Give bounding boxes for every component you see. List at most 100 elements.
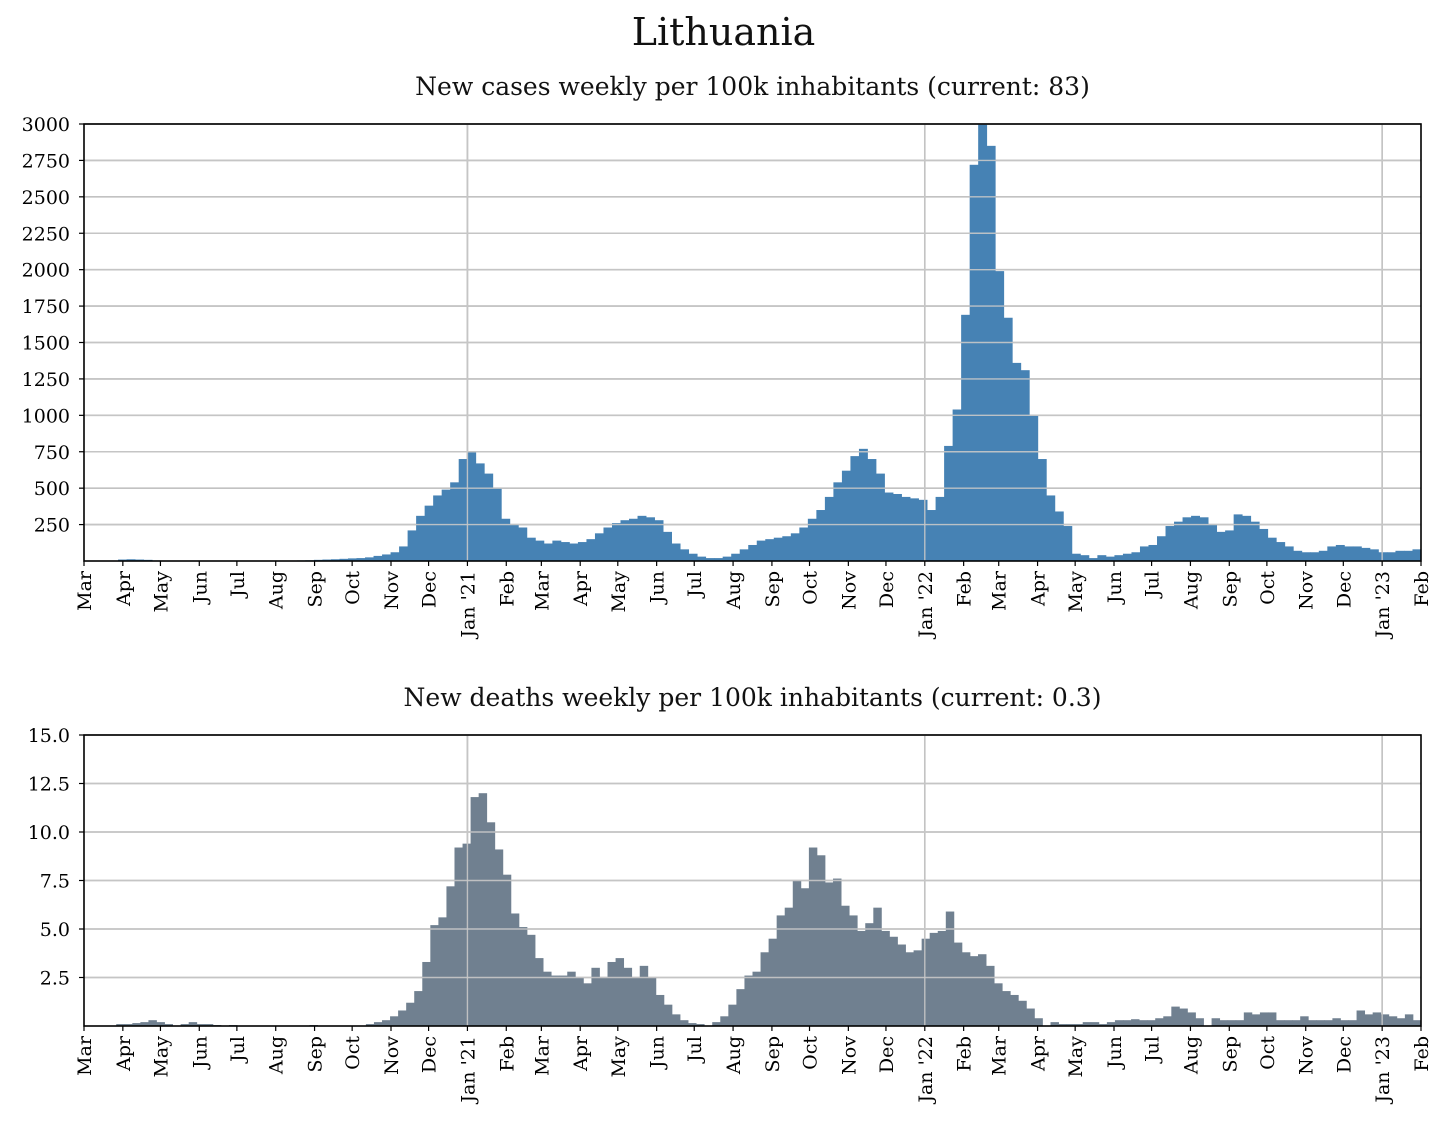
cases-ytick-label: 2750 bbox=[22, 150, 70, 172]
deaths-bar bbox=[816, 855, 826, 1026]
deaths-bar bbox=[1284, 1020, 1293, 1026]
cases-bar bbox=[1301, 552, 1311, 561]
cases-xtick-label: Jul bbox=[684, 571, 706, 599]
deaths-bar bbox=[1276, 1020, 1285, 1026]
deaths-bar bbox=[1404, 1014, 1414, 1026]
deaths-bar bbox=[180, 1024, 190, 1026]
deaths-bar bbox=[631, 977, 641, 1026]
deaths-bar bbox=[196, 1024, 206, 1026]
cases-ytick-label: 2250 bbox=[22, 223, 70, 245]
cases-bar bbox=[1046, 495, 1056, 561]
cases-xtick-label: Apr bbox=[1028, 570, 1050, 607]
cases-bar bbox=[458, 459, 468, 561]
deaths-bar bbox=[1348, 1020, 1357, 1026]
cases-bar bbox=[629, 518, 638, 561]
cases-chart: 250 500 750 1000 1250 1500 1750 2000 2250 2500 275… bbox=[22, 114, 1433, 640]
deaths-bar bbox=[1332, 1018, 1341, 1026]
cases-bar bbox=[1310, 552, 1320, 561]
cases-bar bbox=[1012, 362, 1022, 561]
deaths-bar bbox=[1219, 1020, 1229, 1026]
cases-bar bbox=[714, 558, 724, 561]
deaths-bar bbox=[841, 905, 850, 1026]
cases-bar bbox=[790, 533, 800, 561]
cases-bar bbox=[552, 540, 562, 561]
cases-bar bbox=[1335, 544, 1345, 561]
deaths-xtick-label: Oct bbox=[800, 1036, 822, 1070]
cases-bar bbox=[611, 523, 621, 561]
cases-bar bbox=[1403, 550, 1413, 561]
deaths-bar bbox=[398, 1010, 407, 1026]
deaths-xtick-label: Feb bbox=[954, 1036, 976, 1072]
cases-bar bbox=[526, 537, 536, 561]
deaths-xtick-label: Feb bbox=[496, 1036, 518, 1072]
deaths-bar bbox=[1034, 1018, 1043, 1026]
cases-ytick-label: 1500 bbox=[22, 333, 70, 355]
deaths-bar bbox=[1090, 1022, 1100, 1026]
deaths-bar bbox=[373, 1022, 383, 1026]
deaths-xtick-label: Aug bbox=[266, 1036, 288, 1075]
cases-bar bbox=[1352, 546, 1362, 561]
cases-bar bbox=[1386, 552, 1396, 561]
deaths-bar bbox=[913, 950, 923, 1026]
deaths-bar bbox=[1251, 1014, 1261, 1026]
deaths-xtick-label: Jul bbox=[227, 1036, 249, 1064]
deaths-bar bbox=[518, 927, 528, 1026]
deaths-bar bbox=[1380, 1014, 1390, 1026]
cases-bar bbox=[927, 510, 936, 561]
cases-bar bbox=[1054, 511, 1064, 561]
cases-bar bbox=[1267, 537, 1277, 561]
deaths-bar bbox=[680, 1020, 689, 1026]
cases-bar bbox=[373, 555, 383, 561]
cases-bar bbox=[663, 531, 672, 561]
cases-bar bbox=[1412, 549, 1422, 561]
deaths-bar bbox=[1316, 1020, 1325, 1026]
cases-xtick-label: Feb bbox=[954, 571, 976, 607]
cases-bar bbox=[646, 517, 655, 561]
cases-bar bbox=[569, 543, 579, 561]
cases-bar bbox=[382, 554, 391, 561]
cases-ytick-label: 1000 bbox=[22, 405, 70, 427]
cases-bar bbox=[399, 546, 409, 561]
deaths-xtick-label: Nov bbox=[1296, 1036, 1318, 1075]
cases-xtick-label: Oct bbox=[800, 571, 822, 605]
cases-bar bbox=[560, 542, 570, 561]
deaths-bar bbox=[1396, 1018, 1406, 1026]
cases-xtick-label: Nov bbox=[838, 571, 860, 610]
deaths-bar bbox=[470, 797, 480, 1026]
deaths-bar bbox=[583, 983, 592, 1026]
deaths-bar bbox=[164, 1024, 173, 1026]
cases-xtick-label: Jun bbox=[647, 571, 669, 605]
cases-bar bbox=[1139, 546, 1149, 561]
cases-bar bbox=[1174, 521, 1183, 561]
cases-bar bbox=[773, 537, 783, 561]
deaths-xtick-label: May bbox=[150, 1036, 172, 1078]
deaths-bar bbox=[124, 1024, 133, 1026]
deaths-bar bbox=[1364, 1014, 1374, 1026]
cases-bar bbox=[1088, 558, 1098, 561]
cases-bar bbox=[1148, 544, 1158, 561]
cases-bar bbox=[961, 314, 971, 561]
cases-bar bbox=[850, 456, 860, 561]
deaths-bar bbox=[647, 977, 657, 1026]
deaths-bar bbox=[720, 1016, 729, 1026]
cases-bar bbox=[1233, 514, 1243, 561]
deaths-xtick-label: Aug bbox=[723, 1036, 745, 1075]
deaths-bar bbox=[446, 886, 455, 1026]
deaths-bar bbox=[1082, 1022, 1092, 1026]
deaths-bar bbox=[921, 938, 931, 1026]
deaths-bar bbox=[969, 956, 979, 1026]
cases-bar bbox=[1327, 546, 1337, 561]
deaths-bar bbox=[1300, 1016, 1309, 1026]
deaths-xtick-label: Mar bbox=[74, 1035, 96, 1076]
deaths-bar bbox=[1195, 1018, 1204, 1026]
cases-bar bbox=[884, 492, 894, 561]
cases-xtick-label: Dec bbox=[1333, 571, 1355, 608]
deaths-bar bbox=[849, 915, 858, 1026]
deaths-bar bbox=[478, 793, 488, 1026]
deaths-bar bbox=[1187, 1012, 1196, 1026]
cases-ytick-label: 500 bbox=[34, 478, 70, 500]
deaths-ytick-label: 15.0 bbox=[28, 725, 70, 747]
deaths-bar bbox=[390, 1016, 399, 1026]
deaths-xtick-label: May bbox=[608, 1036, 630, 1078]
